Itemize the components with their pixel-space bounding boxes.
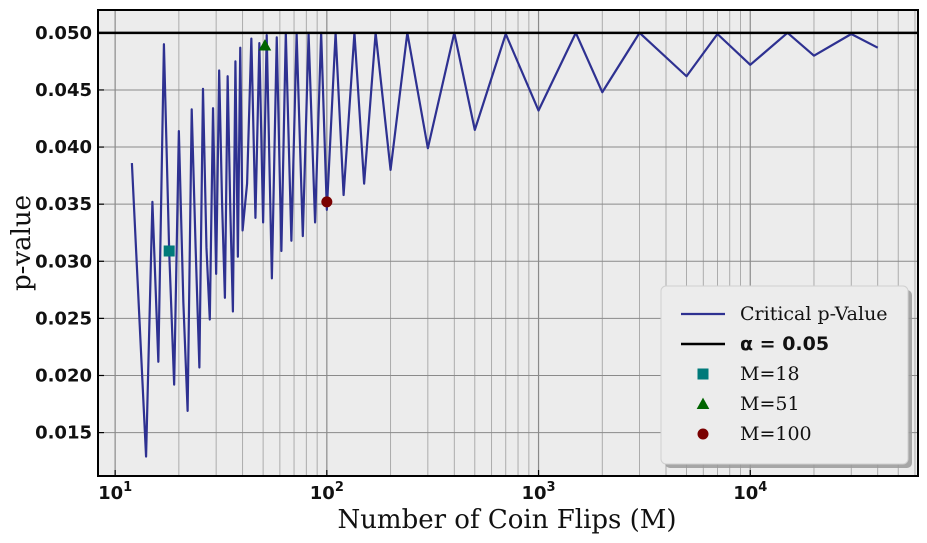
legend-swatch-m-18 [697,368,709,380]
legend-label-m-51: M=51 [740,393,800,415]
y-tick-label: 0.020 [35,365,92,386]
marker-m-51 [258,39,272,51]
x-tick-label: 103 [521,480,555,504]
legend-swatch-m-100 [697,428,709,440]
y-tick-label: 0.050 [35,23,92,44]
y-axis-title: p-value [7,195,37,291]
legend-label-m-100: M=100 [740,423,812,445]
marker-m-100 [321,196,333,208]
y-tick-label: 0.025 [35,308,92,329]
legend-swatch-m-51 [696,397,710,410]
y-tick-label: 0.045 [35,80,92,101]
marker-m-18 [163,245,175,257]
x-axis-title: Number of Coin Flips (M) [337,505,676,535]
plot-area [98,31,918,458]
x-tick-label: 104 [733,480,767,504]
legend-label-0-05: α = 0.05 [740,333,829,355]
x-axis-ticks: 101 102 103 104 [98,470,767,504]
legend-label-m-18: M=18 [740,363,800,385]
y-axis-ticks: 0.015 0.020 0.025 0.030 0.035 0.040 0.045 0.050 [35,23,104,444]
y-tick-label: 0.030 [35,251,92,272]
plot-frame [97,9,919,477]
legend-box [660,285,909,465]
x-tick-label: 102 [310,480,344,504]
y-tick-label: 0.035 [35,194,92,215]
x-tick-label: 101 [98,480,132,504]
y-tick-label: 0.015 [35,423,92,444]
y-tick-label: 0.040 [35,137,92,158]
legend: Critical p-Value α = 0.05 M=18 M=51 M=100 [660,285,912,468]
legend-label-critical-p-value: Critical p-Value [740,303,888,325]
